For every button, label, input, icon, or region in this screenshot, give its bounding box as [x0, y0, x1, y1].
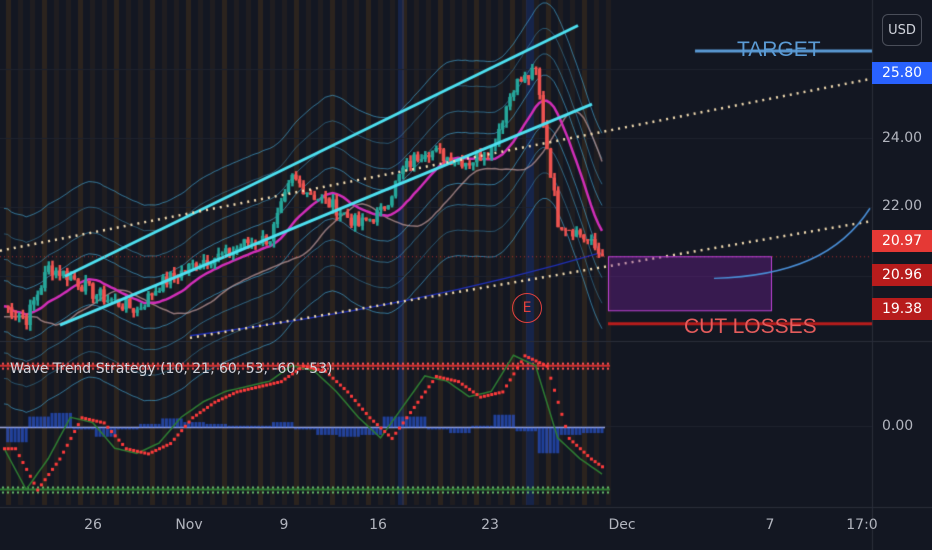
date-label: 9	[279, 517, 289, 533]
currency-button[interactable]: USD	[882, 14, 922, 46]
last-price-tag: 20.97	[872, 230, 932, 252]
date-label: 17:0	[846, 517, 878, 533]
stop-price-tag: 19.38	[872, 298, 932, 320]
date-label: 23	[481, 517, 499, 533]
indicator-label: Wave Trend Strategy (10, 21, 60, 53, -60…	[10, 361, 333, 377]
date-label: Dec	[608, 517, 636, 533]
oscillator-tick: 0.00	[882, 418, 914, 434]
target-price-tag: 25.80	[872, 62, 932, 84]
earnings-marker-icon[interactable]: E	[512, 293, 542, 323]
date-label: 26	[84, 517, 102, 533]
date-label: Nov	[175, 517, 203, 533]
lower-price-tag: 20.96	[872, 264, 932, 286]
date-label: 7	[765, 517, 775, 533]
target-annotation: TARGET	[737, 38, 821, 61]
date-label: 16	[369, 517, 387, 533]
cut-losses-annotation: CUT LOSSES	[684, 315, 817, 338]
price-tick: 22.00	[882, 198, 923, 214]
price-tick: 24.00	[882, 130, 923, 146]
